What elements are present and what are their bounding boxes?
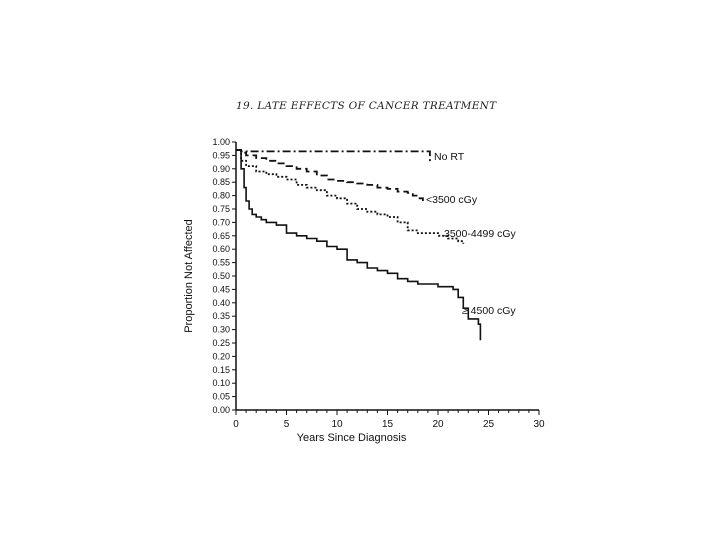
series-line: [236, 149, 424, 201]
x-axis-title: Years Since Diagnosis: [297, 432, 407, 444]
series-label: No RT: [434, 151, 465, 163]
axes: [235, 142, 539, 411]
x-tick-label: 15: [382, 419, 394, 430]
running-header: 19. LATE EFFECTS OF CANCER TREATMENT: [236, 100, 497, 112]
y-tick-group: 0.00 0.05 0.10 0.15 0.20 0.25 0.30 0.35 0.40 0.45…: [212, 137, 236, 415]
y-tick-label: 0.05: [212, 392, 230, 402]
x-tick-label: 10: [331, 419, 343, 430]
y-tick-label: 0.85: [212, 177, 230, 187]
y-tick-label: 0.45: [212, 284, 230, 294]
y-tick-label: 0.75: [212, 204, 230, 214]
y-tick-label: 0.50: [212, 271, 230, 281]
y-tick-label: 0.30: [212, 325, 230, 335]
x-tick-group: 0 5 10 15 20 25 30: [233, 410, 545, 430]
y-tick-label: 0.35: [212, 311, 230, 321]
y-tick-label: 0.90: [212, 164, 230, 174]
series-label: ≥ 4500 cGy: [462, 305, 516, 317]
x-tick-label: 0: [233, 419, 239, 430]
y-axis-title: Proportion Not Affected: [183, 219, 195, 333]
y-tick-label: 0.10: [212, 378, 230, 388]
series-label-group: No RT <3500 cGy 3500-4499 cGy ≥ 4500 cGy: [426, 151, 517, 317]
y-tick-label: 0.40: [212, 298, 230, 308]
y-tick-label: 0.80: [212, 191, 230, 201]
series-line: [236, 149, 482, 341]
y-tick-label: 0.70: [212, 217, 230, 227]
y-tick-label: 0.20: [212, 351, 230, 361]
y-tick-label: 0.60: [212, 244, 230, 254]
y-tick-label: 0.15: [212, 365, 230, 375]
series-line: [236, 149, 465, 244]
series-line: [236, 149, 431, 164]
y-tick-label: 0.55: [212, 258, 230, 268]
series-label: 3500-4499 cGy: [444, 228, 517, 240]
y-tick-label: 0.25: [212, 338, 230, 348]
series-label: <3500 cGy: [426, 194, 478, 206]
series-group: [236, 149, 482, 341]
x-tick-label: 25: [483, 419, 495, 430]
y-tick-label: 0.95: [212, 150, 230, 160]
y-tick-label: 1.00: [212, 137, 230, 147]
x-tick-label: 5: [284, 419, 290, 430]
y-tick-label: 0.65: [212, 231, 230, 241]
x-tick-label: 20: [432, 419, 444, 430]
y-tick-label: 0.00: [212, 405, 230, 415]
x-tick-label: 30: [533, 419, 545, 430]
